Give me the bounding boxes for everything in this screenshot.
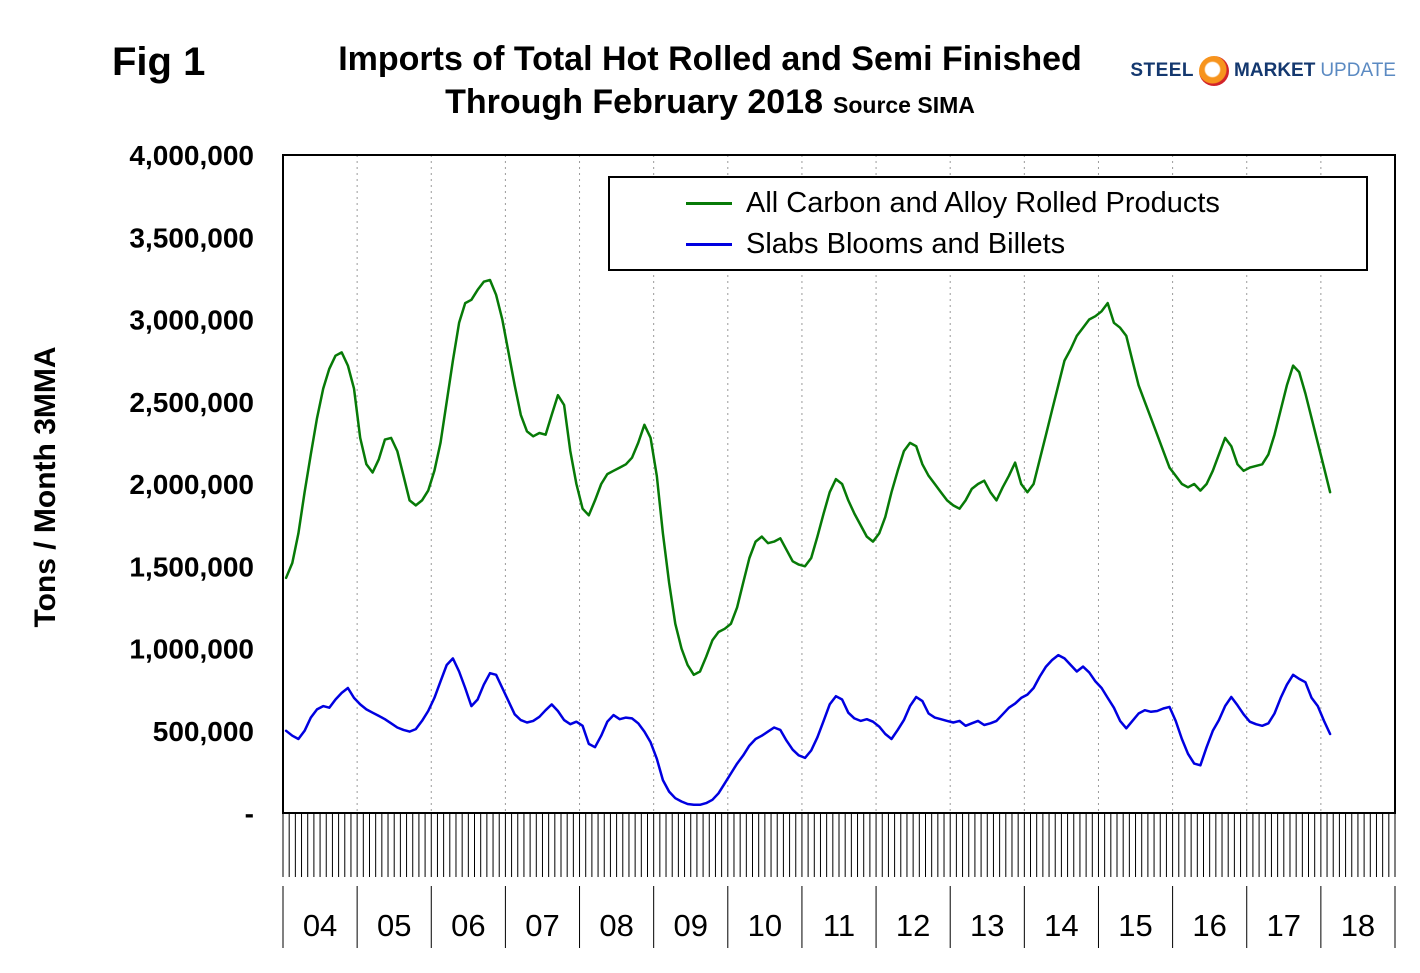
year-label: 11: [823, 908, 855, 943]
series-line-all-carbon: [284, 278, 1332, 677]
y-tick-label: -: [245, 798, 254, 829]
y-tick-label: 3,000,000: [129, 305, 254, 336]
legend-item-all-carbon: All Carbon and Alloy Rolled Products: [686, 187, 1366, 220]
y-axis-tick-labels: - 500,000 1,000,000 1,500,000 2,000,000 2,500…: [129, 140, 254, 829]
year-label: 09: [673, 908, 707, 943]
logo-steel-text: STEEL: [1130, 60, 1195, 81]
y-tick-label: 4,000,000: [129, 140, 254, 171]
chart-title-line2-text: Through February 2018: [445, 82, 823, 121]
legend-line-swatch-blue: [686, 242, 732, 246]
year-label: 10: [748, 908, 782, 943]
legend-label-slabs: Slabs Blooms and Billets: [746, 227, 1066, 260]
year-label: 08: [599, 908, 633, 943]
chart-title: Imports of Total Hot Rolled and Semi Fin…: [0, 38, 1420, 123]
series-line-slabs: [284, 653, 1332, 807]
legend: All Carbon and Alloy Rolled Products Sla…: [608, 176, 1368, 271]
logo-swirl-icon: [1199, 56, 1230, 86]
year-label: 15: [1118, 908, 1152, 943]
legend-line-swatch-green: [686, 201, 732, 205]
chart-title-line1: Imports of Total Hot Rolled and Semi Fin…: [338, 40, 1082, 78]
year-label: 13: [970, 908, 1004, 943]
year-label: 12: [896, 908, 930, 943]
steel-market-update-logo: STEEL MARKET UPDATE: [1130, 56, 1396, 86]
legend-item-slabs: Slabs Blooms and Billets: [686, 228, 1366, 261]
year-label: 05: [377, 908, 411, 943]
month-tick-band: [282, 813, 1396, 877]
year-label: 16: [1192, 908, 1226, 943]
chart-title-line2: Through February 2018 Source SIMA: [0, 81, 1420, 124]
y-tick-label: 3,500,000: [129, 222, 254, 253]
year-label: 17: [1267, 908, 1301, 943]
year-label: 07: [525, 908, 559, 943]
y-tick-label: 500,000: [153, 716, 254, 747]
logo-update-text: UPDATE: [1320, 60, 1396, 81]
logo-market-text: MARKET: [1234, 60, 1316, 81]
chart-source: Source SIMA: [833, 91, 975, 118]
x-axis-year-labels: 04 05 06 07 08 09 10 11 12 13 14 15 16 17 18: [282, 886, 1396, 948]
year-label: 18: [1341, 908, 1375, 943]
y-tick-label: 1,000,000: [129, 634, 254, 665]
year-label: 06: [451, 908, 485, 943]
y-tick-label: 2,000,000: [129, 469, 254, 500]
y-tick-label: 2,500,000: [129, 387, 254, 418]
year-label: 14: [1044, 908, 1078, 943]
figure-label: Fig 1: [112, 40, 206, 84]
year-label: 04: [303, 908, 337, 943]
y-tick-label: 1,500,000: [129, 551, 254, 582]
legend-label-all-carbon: All Carbon and Alloy Rolled Products: [746, 186, 1220, 219]
